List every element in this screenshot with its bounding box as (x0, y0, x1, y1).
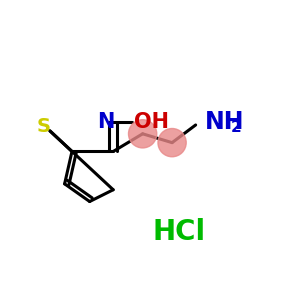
Text: S: S (37, 117, 51, 136)
Text: 2: 2 (231, 120, 242, 135)
Text: HCl: HCl (153, 218, 206, 246)
Text: N: N (97, 112, 115, 132)
Circle shape (158, 128, 186, 157)
Text: OH: OH (134, 112, 169, 132)
Circle shape (128, 120, 157, 148)
Text: NH: NH (205, 110, 244, 134)
